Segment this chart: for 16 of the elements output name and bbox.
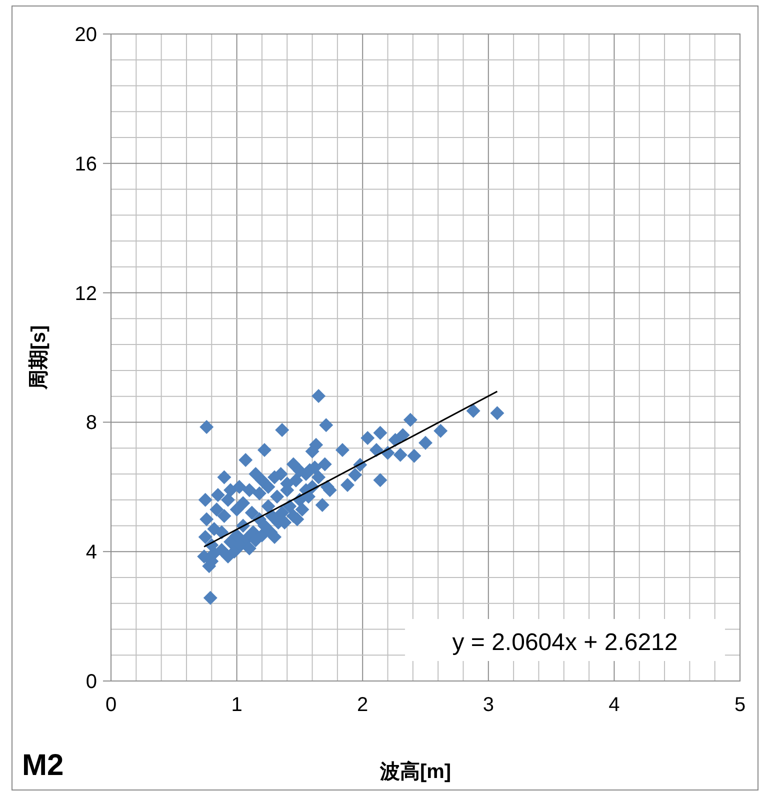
x-tick-label: 1 <box>231 694 242 716</box>
y-tick-label: 8 <box>86 412 97 434</box>
y-tick-label: 20 <box>74 24 97 46</box>
y-tick-label: 0 <box>86 671 97 693</box>
x-tick-label: 0 <box>105 694 117 716</box>
y-tick-label: 16 <box>74 153 97 176</box>
y-axis-title: 周期[s] <box>28 325 50 391</box>
x-axis-title: 波高[m] <box>378 760 452 783</box>
x-tick-label: 4 <box>608 694 620 716</box>
text: M2 <box>22 749 64 782</box>
x-tick-label: 5 <box>734 694 746 716</box>
annotation: y = 2.0604x + 2.6212 <box>452 629 678 656</box>
x-tick-label: 3 <box>482 694 494 716</box>
y-tick-label: 12 <box>74 282 97 305</box>
y-tick-label: 4 <box>86 542 97 564</box>
x-tick-label: 2 <box>357 694 368 716</box>
